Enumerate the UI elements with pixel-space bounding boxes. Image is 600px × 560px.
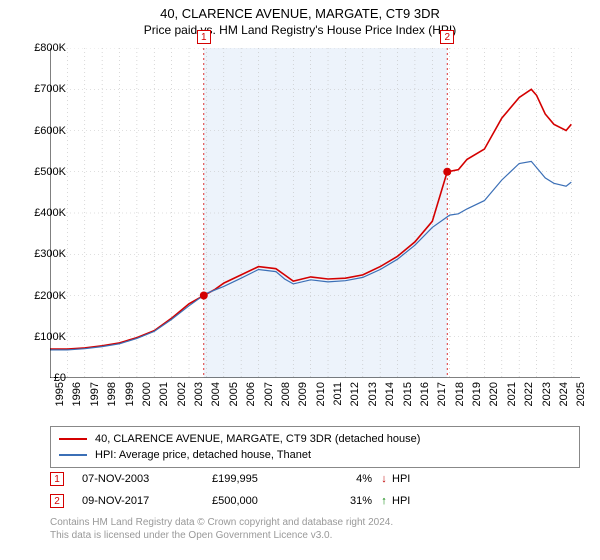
- x-tick-label: 2010: [315, 382, 327, 406]
- x-tick-label: 2008: [280, 382, 292, 406]
- y-tick-label: £700K: [34, 83, 66, 95]
- x-tick-label: 2019: [471, 382, 483, 406]
- legend-item-property: 40, CLARENCE AVENUE, MARGATE, CT9 3DR (d…: [59, 431, 571, 447]
- legend-swatch: [59, 438, 87, 440]
- x-tick-label: 2013: [367, 382, 379, 406]
- x-tick-label: 2012: [349, 382, 361, 406]
- x-tick-label: 1997: [89, 382, 101, 406]
- sale-marker-flag: 2: [440, 30, 454, 44]
- legend-swatch: [59, 454, 87, 456]
- y-tick-label: £400K: [34, 207, 66, 219]
- sale-price: £500,000: [212, 495, 322, 507]
- x-tick-label: 2006: [245, 382, 257, 406]
- sale-pct: 31%: [322, 495, 376, 507]
- y-tick-label: £200K: [34, 290, 66, 302]
- arrow-up-icon: ↑: [376, 495, 392, 507]
- sale-row: 1 07-NOV-2003 £199,995 4% ↓ HPI: [50, 468, 580, 490]
- sale-marker-flag: 1: [197, 30, 211, 44]
- x-tick-label: 2024: [558, 382, 570, 406]
- x-tick-label: 2018: [454, 382, 466, 406]
- x-tick-label: 2016: [419, 382, 431, 406]
- x-tick-label: 1995: [54, 382, 66, 406]
- x-tick-label: 2007: [263, 382, 275, 406]
- chart-subtitle: Price paid vs. HM Land Registry's House …: [0, 21, 600, 41]
- x-tick-label: 2025: [575, 382, 587, 406]
- x-tick-label: 2005: [228, 382, 240, 406]
- x-tick-label: 2000: [141, 382, 153, 406]
- sale-pct: 4%: [322, 473, 376, 485]
- sale-row: 2 09-NOV-2017 £500,000 31% ↑ HPI: [50, 490, 580, 512]
- x-tick-label: 2004: [210, 382, 222, 406]
- sale-date: 09-NOV-2017: [82, 495, 212, 507]
- sale-hpi-label: HPI: [392, 495, 432, 507]
- y-tick-label: £300K: [34, 248, 66, 260]
- legend-label: 40, CLARENCE AVENUE, MARGATE, CT9 3DR (d…: [95, 433, 420, 445]
- footer-line: This data is licensed under the Open Gov…: [50, 529, 580, 542]
- y-tick-label: £800K: [34, 42, 66, 54]
- y-tick-label: £100K: [34, 331, 66, 343]
- chart-svg: [50, 48, 580, 378]
- sales-table: 1 07-NOV-2003 £199,995 4% ↓ HPI 2 09-NOV…: [50, 468, 580, 512]
- x-tick-label: 2015: [402, 382, 414, 406]
- x-tick-label: 2009: [297, 382, 309, 406]
- sale-marker-box: 1: [50, 472, 64, 486]
- arrow-down-icon: ↓: [376, 473, 392, 485]
- legend-label: HPI: Average price, detached house, Than…: [95, 449, 311, 461]
- sale-date: 07-NOV-2003: [82, 473, 212, 485]
- x-tick-label: 2022: [523, 382, 535, 406]
- footer-line: Contains HM Land Registry data © Crown c…: [50, 516, 580, 529]
- x-tick-label: 1998: [106, 382, 118, 406]
- y-tick-label: £500K: [34, 166, 66, 178]
- sale-price: £199,995: [212, 473, 322, 485]
- legend: 40, CLARENCE AVENUE, MARGATE, CT9 3DR (d…: [50, 426, 580, 468]
- chart-title: 40, CLARENCE AVENUE, MARGATE, CT9 3DR: [0, 0, 600, 21]
- sale-marker-box: 2: [50, 494, 64, 508]
- chart-area: [50, 48, 580, 378]
- chart-container: 40, CLARENCE AVENUE, MARGATE, CT9 3DR Pr…: [0, 0, 600, 560]
- x-tick-label: 2020: [488, 382, 500, 406]
- x-tick-label: 2003: [193, 382, 205, 406]
- x-tick-label: 2023: [541, 382, 553, 406]
- footer: Contains HM Land Registry data © Crown c…: [50, 516, 580, 542]
- sale-hpi-label: HPI: [392, 473, 432, 485]
- x-tick-label: 2014: [384, 382, 396, 406]
- x-tick-label: 2017: [436, 382, 448, 406]
- legend-item-hpi: HPI: Average price, detached house, Than…: [59, 447, 571, 463]
- x-tick-label: 1999: [124, 382, 136, 406]
- x-tick-label: 2002: [176, 382, 188, 406]
- y-tick-label: £600K: [34, 125, 66, 137]
- x-tick-label: 1996: [71, 382, 83, 406]
- x-tick-label: 2001: [158, 382, 170, 406]
- x-tick-label: 2011: [332, 382, 344, 406]
- x-tick-label: 2021: [506, 382, 518, 406]
